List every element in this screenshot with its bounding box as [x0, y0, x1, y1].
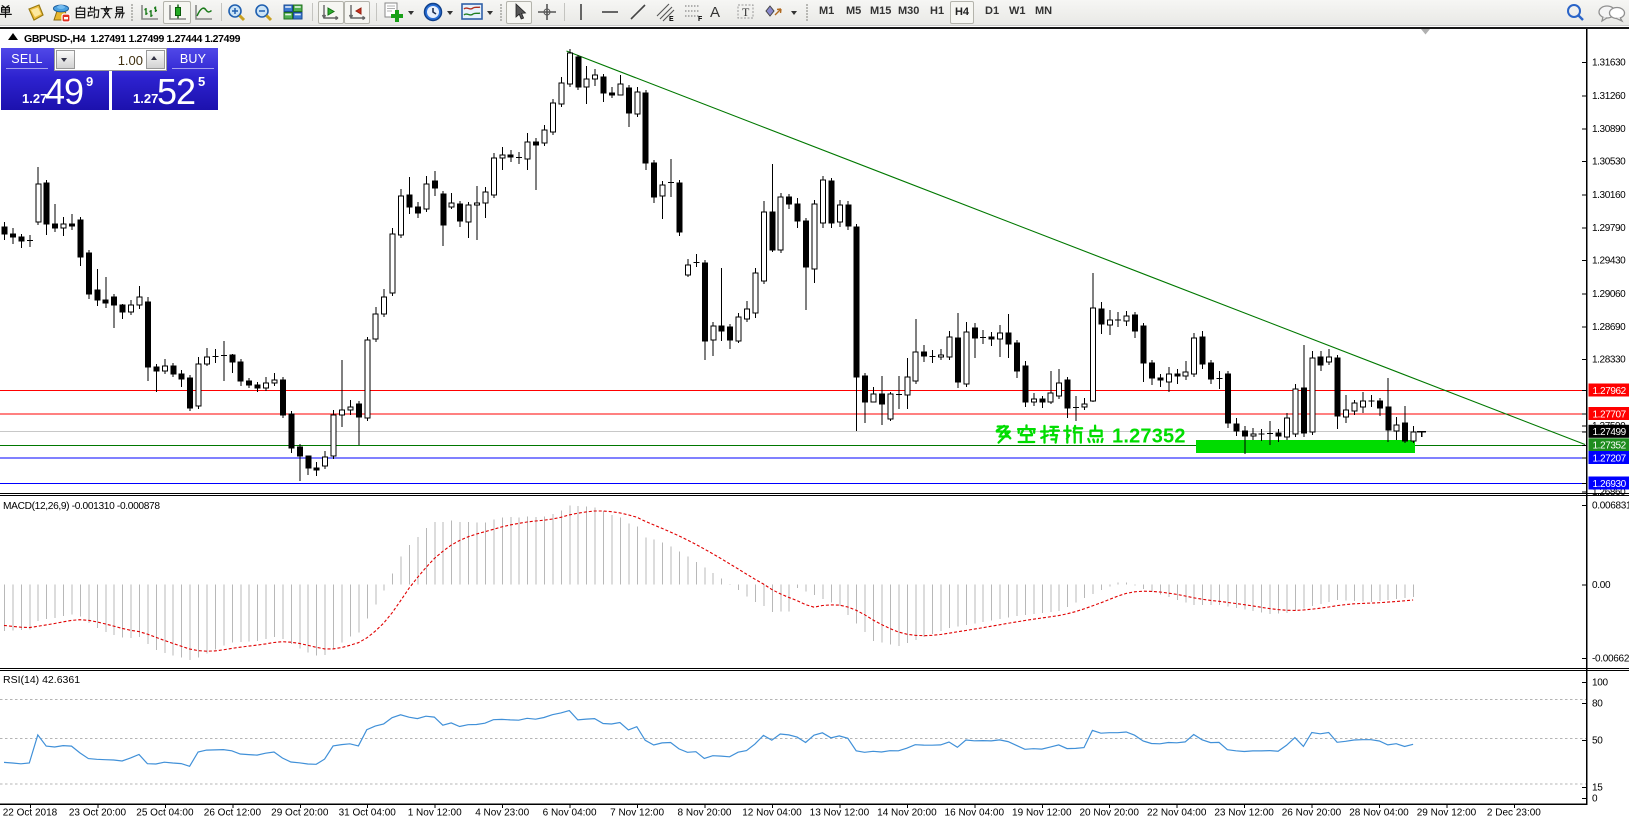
svg-text:1.27207: 1.27207 [1593, 453, 1627, 464]
svg-text:1.29790: 1.29790 [1592, 223, 1626, 234]
svg-text:22 Nov 04:00: 22 Nov 04:00 [1147, 808, 1207, 819]
svg-text:1.26930: 1.26930 [1593, 479, 1627, 490]
svg-text:2 Dec 23:00: 2 Dec 23:00 [1487, 808, 1541, 819]
svg-text:1.26860: 1.26860 [1592, 487, 1626, 498]
svg-text:1.30530: 1.30530 [1592, 157, 1626, 168]
svg-text:26 Nov 20:00: 26 Nov 20:00 [1282, 808, 1342, 819]
svg-text:23 Nov 12:00: 23 Nov 12:00 [1214, 808, 1274, 819]
svg-text:1.27352: 1.27352 [1112, 426, 1186, 448]
svg-text:1.27499: 1.27499 [1593, 427, 1627, 438]
svg-text:1.30160: 1.30160 [1592, 190, 1626, 201]
svg-text:50: 50 [1592, 736, 1603, 747]
svg-text:1.28330: 1.28330 [1592, 355, 1626, 366]
svg-text:0.00: 0.00 [1592, 580, 1611, 591]
svg-text:4 Nov 23:00: 4 Nov 23:00 [475, 808, 529, 819]
svg-text:1.30890: 1.30890 [1592, 124, 1626, 135]
svg-text:F: F [698, 16, 703, 23]
svg-text:29 Nov 12:00: 29 Nov 12:00 [1417, 808, 1477, 819]
svg-text:-0.006624: -0.006624 [1592, 654, 1629, 665]
svg-text:14 Nov 20:00: 14 Nov 20:00 [877, 808, 937, 819]
svg-text:29 Oct 20:00: 29 Oct 20:00 [271, 808, 329, 819]
svg-text:1.27962: 1.27962 [1593, 386, 1627, 397]
svg-text:1.27352: 1.27352 [1593, 441, 1627, 452]
svg-text:1.29060: 1.29060 [1592, 289, 1626, 300]
svg-text:16 Nov 04:00: 16 Nov 04:00 [945, 808, 1005, 819]
svg-text:20 Nov 20:00: 20 Nov 20:00 [1079, 808, 1139, 819]
svg-text:1.27707: 1.27707 [1593, 409, 1627, 420]
svg-text:E: E [669, 16, 674, 23]
svg-text:22 Oct 2018: 22 Oct 2018 [3, 808, 58, 819]
svg-text:1.31260: 1.31260 [1592, 91, 1626, 102]
svg-text:RSI(14) 42.6361: RSI(14) 42.6361 [3, 674, 80, 686]
svg-text:80: 80 [1592, 699, 1603, 710]
svg-text:15: 15 [1592, 783, 1603, 794]
svg-text:8 Nov 20:00: 8 Nov 20:00 [678, 808, 732, 819]
svg-text:28 Nov 04:00: 28 Nov 04:00 [1349, 808, 1409, 819]
svg-text:100: 100 [1592, 678, 1609, 689]
svg-text:19 Nov 12:00: 19 Nov 12:00 [1012, 808, 1072, 819]
svg-text:13 Nov 12:00: 13 Nov 12:00 [810, 808, 870, 819]
svg-text:0.006831: 0.006831 [1592, 501, 1629, 512]
svg-text:31 Oct 04:00: 31 Oct 04:00 [339, 808, 397, 819]
svg-text:1.31630: 1.31630 [1592, 58, 1626, 69]
svg-text:1.28690: 1.28690 [1592, 322, 1626, 333]
svg-text:12 Nov 04:00: 12 Nov 04:00 [742, 808, 802, 819]
svg-text:25 Oct 04:00: 25 Oct 04:00 [136, 808, 194, 819]
svg-text:0: 0 [1592, 794, 1598, 805]
svg-text:26 Oct 12:00: 26 Oct 12:00 [204, 808, 262, 819]
svg-text:T: T [742, 5, 750, 19]
svg-text:1.29430: 1.29430 [1592, 256, 1626, 267]
svg-text:MACD(12,26,9) -0.001310 -0.000: MACD(12,26,9) -0.001310 -0.000878 [3, 501, 160, 512]
svg-text:6 Nov 04:00: 6 Nov 04:00 [543, 808, 597, 819]
svg-text:7 Nov 12:00: 7 Nov 12:00 [610, 808, 664, 819]
svg-text:23 Oct 20:00: 23 Oct 20:00 [69, 808, 127, 819]
svg-text:1 Nov 12:00: 1 Nov 12:00 [408, 808, 462, 819]
